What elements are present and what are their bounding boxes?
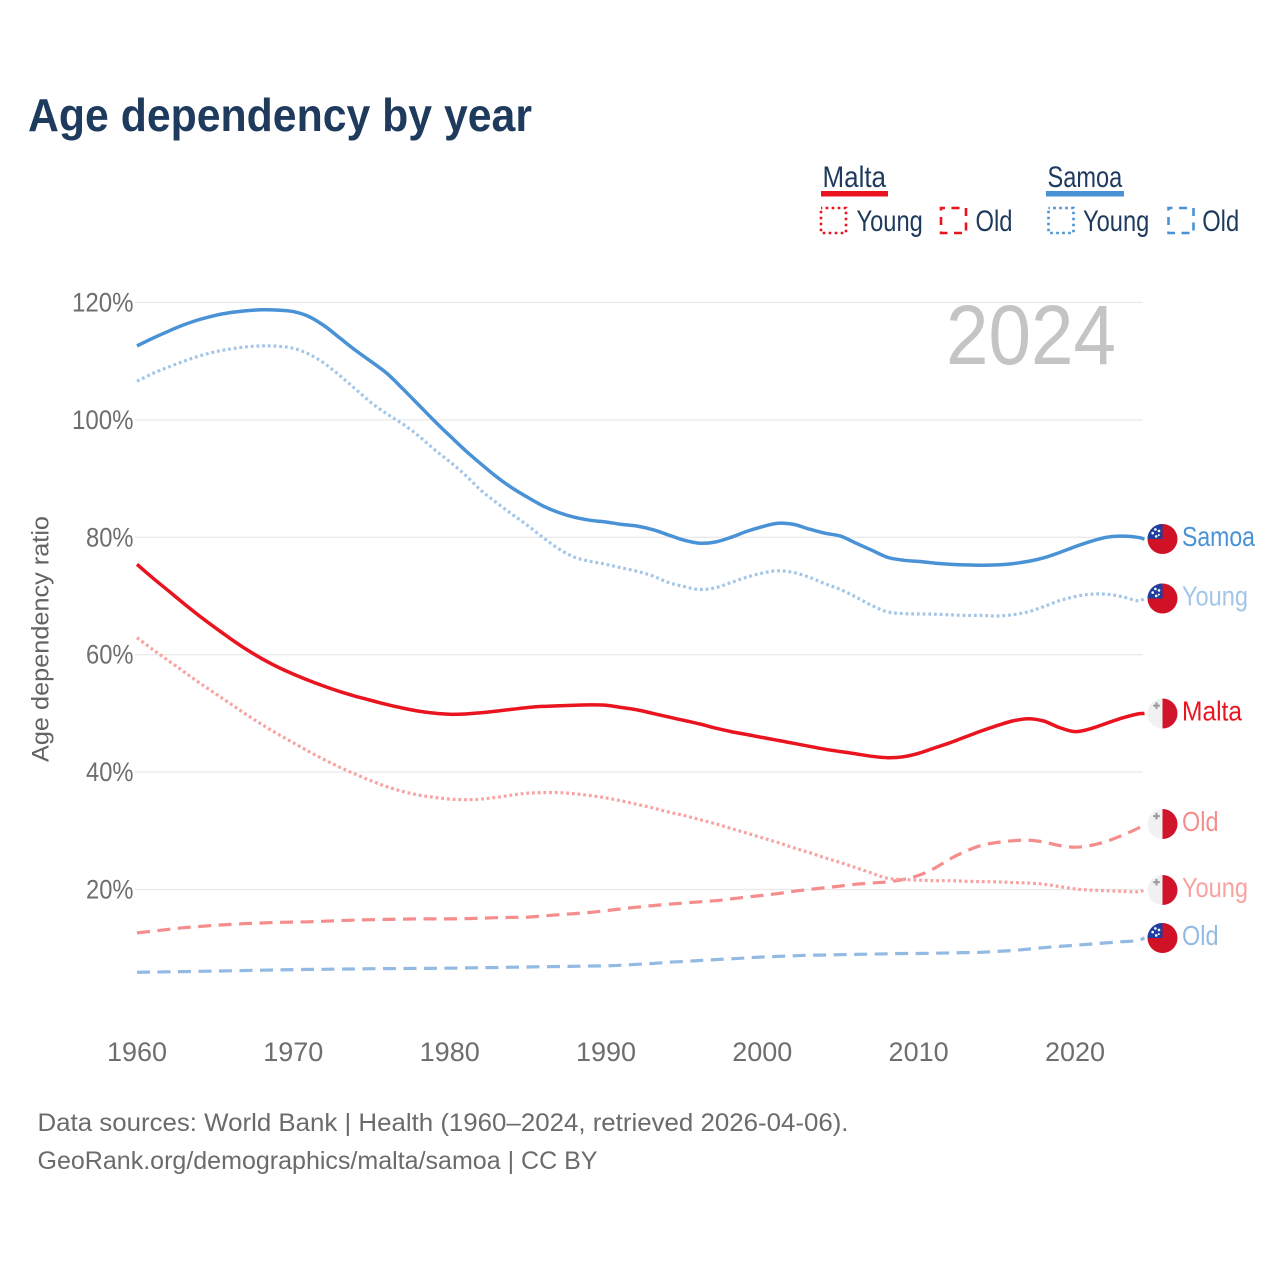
svg-text:Old: Old <box>976 205 1013 238</box>
svg-text:1990: 1990 <box>576 1037 636 1067</box>
svg-text:Young: Young <box>1083 205 1149 238</box>
svg-text:Malta: Malta <box>823 161 887 194</box>
svg-text:Samoa: Samoa <box>1182 521 1255 552</box>
svg-text:Data sources: World Bank | Hea: Data sources: World Bank | Health (1960–… <box>38 1109 849 1137</box>
svg-text:120%: 120% <box>72 288 134 318</box>
svg-text:Young: Young <box>857 205 923 238</box>
svg-text:Young: Young <box>1182 872 1248 903</box>
svg-text:Malta: Malta <box>1182 696 1242 727</box>
svg-text:2000: 2000 <box>732 1037 792 1067</box>
svg-text:2010: 2010 <box>889 1037 949 1067</box>
svg-text:80%: 80% <box>86 522 134 552</box>
svg-text:Samoa: Samoa <box>1048 161 1123 194</box>
svg-text:2024: 2024 <box>946 288 1116 382</box>
svg-text:Old: Old <box>1202 205 1239 238</box>
svg-text:GeoRank.org/demographics/malta: GeoRank.org/demographics/malta/samoa | C… <box>38 1147 598 1175</box>
svg-text:100%: 100% <box>72 405 134 435</box>
svg-text:40%: 40% <box>86 757 134 787</box>
svg-text:1980: 1980 <box>420 1037 480 1067</box>
svg-text:2020: 2020 <box>1045 1037 1105 1067</box>
svg-text:Young: Young <box>1182 581 1248 612</box>
svg-text:Age dependency by year: Age dependency by year <box>28 89 532 141</box>
svg-text:Old: Old <box>1182 920 1219 951</box>
svg-text:Age dependency ratio: Age dependency ratio <box>28 516 55 762</box>
svg-text:Old: Old <box>1182 806 1219 837</box>
svg-text:60%: 60% <box>86 640 134 670</box>
svg-text:20%: 20% <box>86 875 134 905</box>
svg-text:1960: 1960 <box>107 1037 167 1067</box>
svg-text:1970: 1970 <box>263 1037 323 1067</box>
